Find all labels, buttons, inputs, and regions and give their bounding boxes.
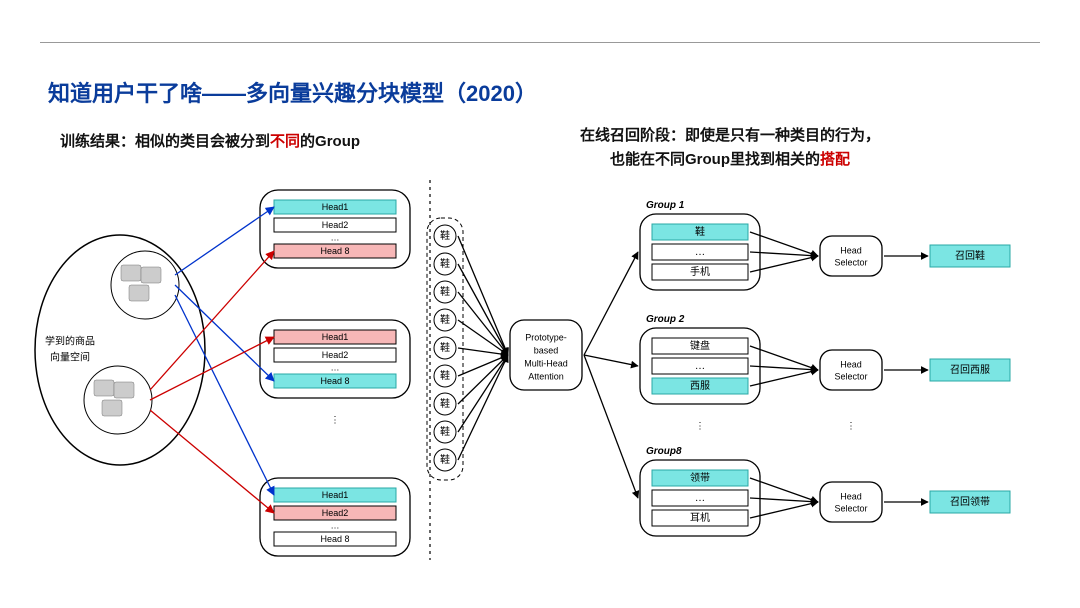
svg-text:Prototype-: Prototype- <box>525 332 567 342</box>
svg-text:Head1: Head1 <box>322 202 349 212</box>
svg-text:…: … <box>695 493 705 504</box>
svg-text:⋮: ⋮ <box>696 420 705 430</box>
svg-text:召回鞋: 召回鞋 <box>955 249 985 262</box>
svg-text:学到的商品: 学到的商品 <box>45 334 95 347</box>
svg-text:Head2: Head2 <box>322 350 349 360</box>
svg-text:⋮: ⋮ <box>331 414 340 424</box>
svg-text:手机: 手机 <box>690 265 710 278</box>
svg-text:鞋: 鞋 <box>440 425 450 438</box>
svg-text:Head: Head <box>840 359 862 369</box>
svg-text:Attention: Attention <box>528 371 564 381</box>
svg-text:鞋: 鞋 <box>440 397 450 410</box>
svg-text:鞋: 鞋 <box>440 341 450 354</box>
svg-text:⋮: ⋮ <box>847 420 856 430</box>
svg-text:鞋: 鞋 <box>440 369 450 382</box>
slide-root: { "title": "知道用户干了啥——多向量兴趣分块模型（2020）", "… <box>0 0 1080 608</box>
svg-text:Multi-Head: Multi-Head <box>524 358 568 368</box>
svg-text:…: … <box>695 247 705 258</box>
svg-text:Head 8: Head 8 <box>320 534 349 544</box>
svg-text:…: … <box>331 520 340 530</box>
svg-text:Group 2: Group 2 <box>646 314 685 325</box>
svg-text:西服: 西服 <box>690 380 710 392</box>
svg-text:鞋: 鞋 <box>440 285 450 298</box>
svg-text:Head: Head <box>840 491 862 501</box>
svg-text:Head2: Head2 <box>322 508 349 518</box>
svg-text:向量空间: 向量空间 <box>50 350 90 363</box>
svg-text:召回西服: 召回西服 <box>950 364 990 376</box>
svg-text:Head2: Head2 <box>322 220 349 230</box>
svg-text:鞋: 鞋 <box>440 229 450 242</box>
svg-text:召回领带: 召回领带 <box>950 495 990 508</box>
svg-text:based: based <box>534 345 559 355</box>
svg-text:Head 8: Head 8 <box>320 376 349 386</box>
svg-text:领带: 领带 <box>690 471 710 484</box>
svg-text:鞋: 鞋 <box>440 257 450 270</box>
svg-text:Head: Head <box>840 245 862 255</box>
svg-text:Head1: Head1 <box>322 332 349 342</box>
svg-text:…: … <box>331 232 340 242</box>
svg-text:Selector: Selector <box>834 371 867 381</box>
svg-text:…: … <box>331 362 340 372</box>
svg-text:鞋: 鞋 <box>440 453 450 466</box>
svg-text:耳机: 耳机 <box>690 511 710 524</box>
svg-text:…: … <box>695 361 705 372</box>
svg-text:Head 8: Head 8 <box>320 246 349 256</box>
svg-text:键盘: 键盘 <box>690 339 710 352</box>
diagram-canvas: 学到的商品向量空间 Head1 Head2 Head 8 … Head1 Head2 Head… <box>0 0 1080 608</box>
svg-text:Selector: Selector <box>834 503 867 513</box>
svg-text:Head1: Head1 <box>322 490 349 500</box>
svg-text:鞋: 鞋 <box>695 225 705 238</box>
svg-text:Group8: Group8 <box>646 446 682 457</box>
svg-text:Selector: Selector <box>834 257 867 267</box>
svg-text:Group 1: Group 1 <box>646 200 685 211</box>
svg-text:鞋: 鞋 <box>440 313 450 326</box>
